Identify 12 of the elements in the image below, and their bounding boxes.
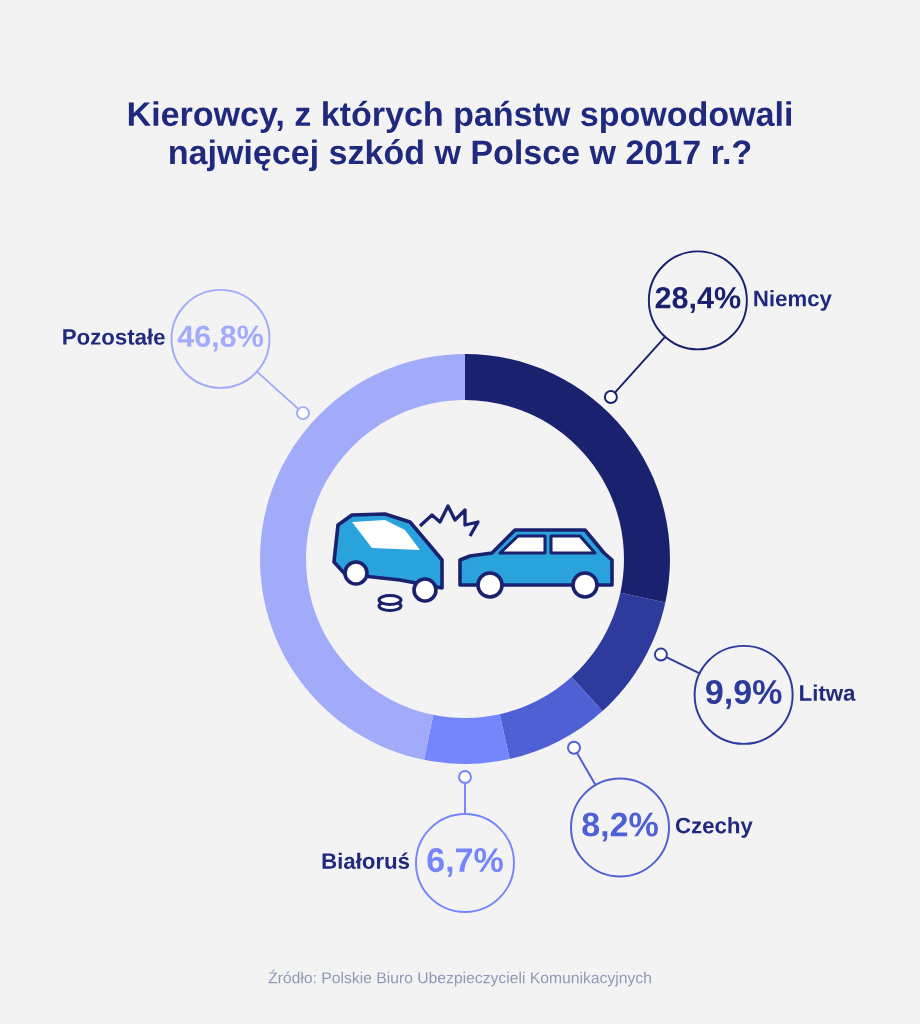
slice-label: Niemcy bbox=[754, 290, 832, 311]
text: Źródło: Polskie Biuro Ubezpieczycieli Komunikacyjnych bbox=[268, 969, 651, 987]
data-label: 6,7% bbox=[427, 848, 503, 878]
data-label: 46,8% bbox=[177, 325, 264, 352]
slice-label: Białoruś bbox=[322, 852, 410, 869]
slice-label: Pozostałe bbox=[63, 328, 165, 345]
data-label: 9,9% bbox=[706, 679, 782, 709]
chart-title: Kierowcy, z których państw spowodowali najwięcej szkód w Polsce w 2017 r.? bbox=[128, 100, 792, 172]
data-label: 28,4% bbox=[655, 286, 741, 314]
slice-label: Czechy bbox=[675, 817, 753, 838]
data-label: 8,2% bbox=[582, 812, 658, 842]
slice-label: Litwa bbox=[800, 684, 856, 701]
